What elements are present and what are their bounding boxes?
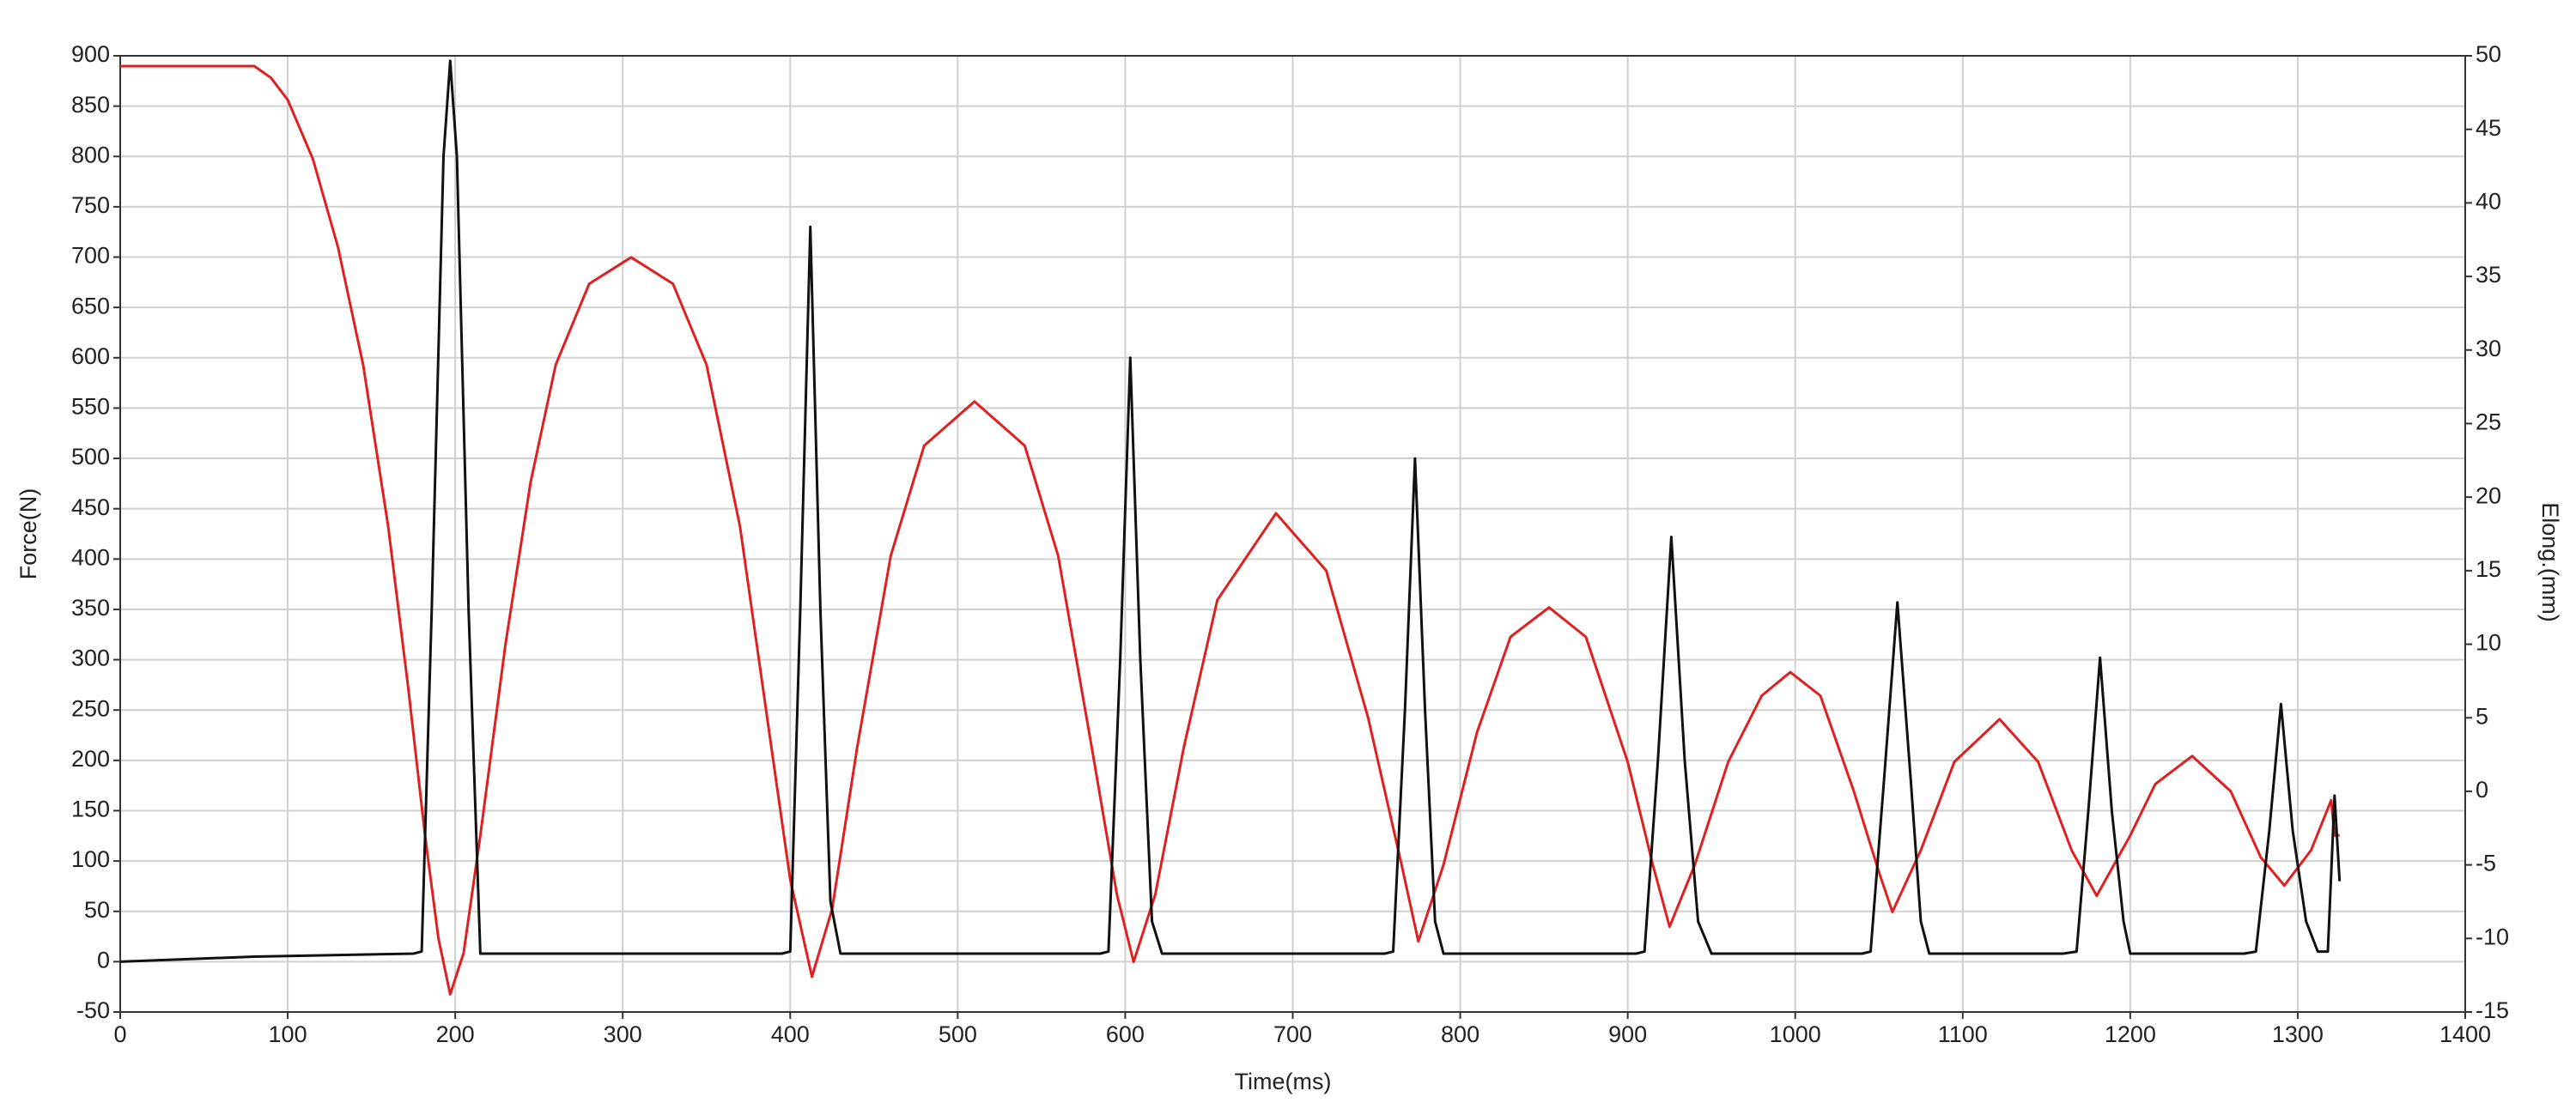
x-tick-label: 200 bbox=[436, 1021, 475, 1047]
x-tick-label: 400 bbox=[771, 1021, 810, 1047]
x-tick-label: 900 bbox=[1608, 1021, 1647, 1047]
x-axis-label: Time(ms) bbox=[1235, 1069, 1332, 1094]
y2-tick-label: 30 bbox=[2476, 336, 2501, 361]
y-tick-label: 750 bbox=[71, 192, 110, 218]
y2-tick-label: 25 bbox=[2476, 409, 2501, 435]
y-tick-label: 200 bbox=[71, 746, 110, 772]
x-tick-label: 1100 bbox=[1938, 1021, 1988, 1047]
x-tick-label: 1400 bbox=[2439, 1021, 2491, 1047]
y-tick-label: 150 bbox=[71, 797, 110, 822]
y-tick-label: 850 bbox=[71, 92, 110, 118]
y-tick-label: 50 bbox=[84, 897, 110, 923]
y2-tick-label: 20 bbox=[2476, 482, 2501, 508]
series-line bbox=[119, 59, 2342, 963]
x-tick-label: 1000 bbox=[1770, 1021, 1821, 1047]
y2-tick-label: 5 bbox=[2476, 703, 2488, 729]
y2-tick-label: 45 bbox=[2476, 115, 2501, 141]
y2-tick-label: 10 bbox=[2476, 630, 2501, 656]
y-tick-label: 400 bbox=[71, 544, 110, 570]
y2-tick-label: -10 bbox=[2476, 924, 2509, 949]
y-tick-label: 800 bbox=[71, 142, 110, 167]
y-tick-label: -50 bbox=[76, 997, 110, 1023]
y-tick-label: 250 bbox=[71, 695, 110, 721]
y2-tick-label: 50 bbox=[2476, 41, 2501, 67]
series-line bbox=[120, 64, 2340, 996]
x-tick-label: 1200 bbox=[2105, 1021, 2156, 1047]
x-tick-label: 500 bbox=[939, 1021, 977, 1047]
y-tick-label: 0 bbox=[97, 947, 110, 973]
y-tick-label: 550 bbox=[71, 394, 110, 420]
x-tick-label: 800 bbox=[1441, 1021, 1479, 1047]
y2-tick-label: 15 bbox=[2476, 556, 2501, 582]
y2-tick-label: 0 bbox=[2476, 777, 2488, 803]
y-tick-label: 600 bbox=[71, 343, 110, 369]
x-tick-label: 300 bbox=[604, 1021, 642, 1047]
y-tick-label: 300 bbox=[71, 645, 110, 671]
y2-tick-label: 35 bbox=[2476, 262, 2501, 288]
y-tick-label: 100 bbox=[71, 846, 110, 872]
x-tick-label: 0 bbox=[113, 1021, 126, 1047]
x-tick-label: 1300 bbox=[2272, 1021, 2324, 1047]
x-tick-label: 100 bbox=[269, 1021, 307, 1047]
y-tick-label: 900 bbox=[71, 41, 110, 67]
y-tick-label: 650 bbox=[71, 293, 110, 318]
x-tick-label: 700 bbox=[1273, 1021, 1312, 1047]
y-axis-label: Force(N) bbox=[15, 488, 41, 580]
x-tick-label: 600 bbox=[1106, 1021, 1145, 1047]
y2-tick-label: -5 bbox=[2476, 851, 2496, 876]
y-tick-label: 500 bbox=[71, 444, 110, 470]
y2-tick-label: 40 bbox=[2476, 189, 2501, 215]
y2-axis-label: Elong.(mm) bbox=[2537, 502, 2563, 622]
y-tick-label: 450 bbox=[71, 494, 110, 520]
y-tick-label: 700 bbox=[71, 243, 110, 269]
y-tick-label: 350 bbox=[71, 595, 110, 621]
y2-tick-label: -15 bbox=[2476, 997, 2509, 1023]
plot-frame bbox=[119, 55, 2466, 1013]
